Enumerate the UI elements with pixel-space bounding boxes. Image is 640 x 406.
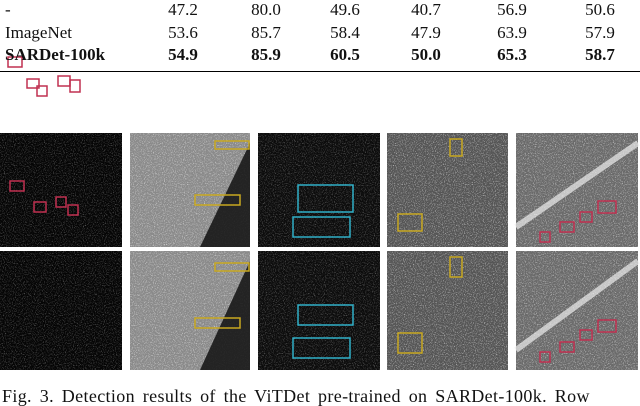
table-value: 50.6	[585, 0, 615, 19]
sar-texture	[258, 133, 380, 247]
detection-box	[597, 319, 617, 333]
detection-box	[559, 221, 575, 233]
table-value: 58.4	[330, 23, 360, 42]
row-label: SARDet-100k	[5, 45, 106, 64]
bright-streak	[514, 258, 640, 353]
table-bottom-rule	[0, 71, 640, 72]
detection-box	[297, 184, 354, 213]
detection-box	[397, 213, 423, 232]
table-value: 54.9	[168, 45, 198, 64]
table-value: 47.2	[168, 0, 198, 19]
detection-box	[579, 211, 593, 223]
detection-box	[539, 231, 551, 243]
detection-box	[67, 204, 79, 216]
table-value: 65.3	[497, 45, 527, 64]
sar-texture	[258, 251, 380, 370]
detection-box	[597, 200, 617, 214]
detection-box	[449, 256, 463, 278]
table-value: 80.0	[251, 0, 281, 19]
table-value: 58.7	[585, 45, 615, 64]
table-value: 57.9	[585, 23, 615, 42]
detection-box	[449, 138, 463, 157]
detection-box	[69, 79, 81, 93]
table-value: 40.7	[411, 0, 441, 19]
table-value: 56.9	[497, 0, 527, 19]
table-value: 49.6	[330, 0, 360, 19]
detection-box	[397, 332, 423, 354]
table-value: 47.9	[411, 23, 441, 42]
detection-figure	[0, 56, 640, 370]
row-label: -	[5, 0, 11, 19]
detection-box	[9, 180, 25, 192]
sar-texture	[0, 133, 122, 247]
detection-box	[55, 196, 67, 208]
table-value: 63.9	[497, 23, 527, 42]
detection-box	[214, 140, 250, 150]
sar-texture	[516, 251, 638, 370]
detection-box	[26, 78, 40, 89]
sar-texture	[387, 133, 508, 247]
detection-box	[292, 216, 351, 238]
sar-texture	[516, 133, 638, 247]
table-value: 60.5	[330, 45, 360, 64]
bright-streak	[514, 140, 640, 230]
detection-box	[214, 262, 250, 272]
row-label: ImageNet	[5, 23, 73, 42]
detection-box	[57, 75, 71, 87]
detection-box	[194, 194, 241, 206]
detection-box	[559, 341, 575, 353]
detection-box	[33, 201, 47, 213]
detection-box	[292, 337, 351, 359]
dark-region	[200, 261, 250, 370]
table-value: 85.7	[251, 23, 281, 42]
detection-box	[539, 351, 551, 363]
table-value: 85.9	[251, 45, 281, 64]
sar-texture	[0, 251, 122, 370]
detection-box	[297, 304, 354, 326]
table-value: 53.6	[168, 23, 198, 42]
detection-box	[7, 56, 23, 68]
detection-box	[579, 329, 593, 341]
figure-caption: Fig. 3. Detection results of the ViTDet …	[2, 386, 590, 406]
detection-box	[194, 317, 241, 329]
sar-texture	[387, 251, 508, 370]
table-value: 50.0	[411, 45, 441, 64]
detection-box	[36, 85, 48, 97]
